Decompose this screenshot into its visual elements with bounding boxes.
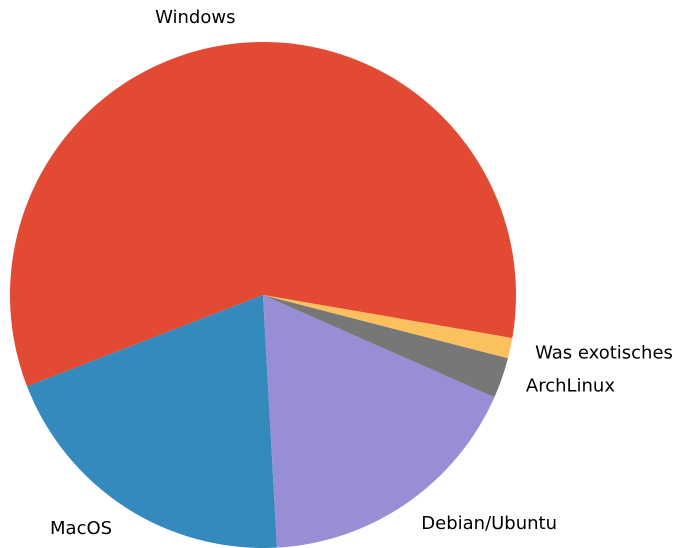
pie-slice: [263, 295, 495, 548]
slice-label: Was exotisches: [535, 343, 673, 364]
pie-slice: [263, 295, 508, 398]
slice-label: ArchLinux: [526, 375, 615, 396]
slice-label: Debian/Ubuntu: [421, 513, 557, 534]
pie-slice: [27, 295, 277, 548]
pie-slice: [263, 295, 513, 359]
slice-label: Windows: [155, 7, 235, 28]
pie-slice: [10, 42, 516, 387]
slice-label: MacOS: [50, 518, 112, 539]
